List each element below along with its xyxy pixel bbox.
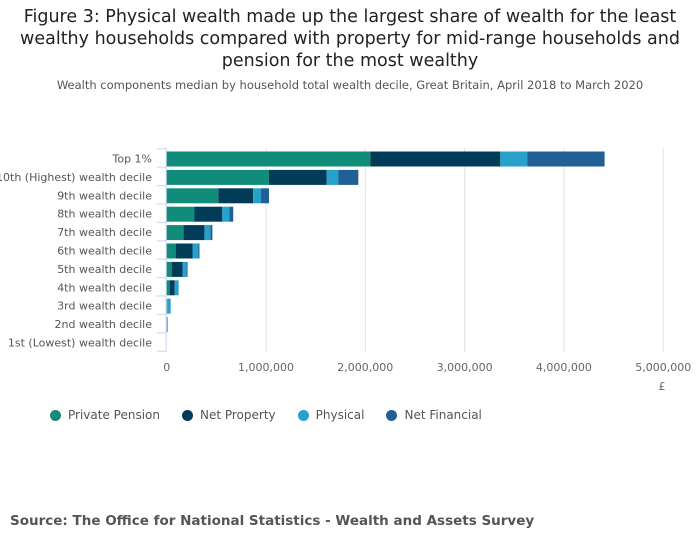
legend-label: Net Property — [199, 408, 276, 422]
x-tick-label: 2,000,000 — [337, 361, 393, 374]
legend-label: Private Pension — [68, 408, 160, 422]
legend-marker-icon — [181, 409, 193, 421]
x-tick-label: 1,000,000 — [238, 361, 294, 374]
y-category-label: 6th wealth decile — [57, 245, 152, 258]
bar-segment-net-property[interactable] — [169, 280, 175, 296]
y-category-label: 10th (Highest) wealth decile — [0, 171, 152, 184]
bar-segment-physical[interactable] — [174, 280, 179, 296]
y-category-label: 7th wealth decile — [57, 226, 152, 239]
y-category-label: Top 1% — [111, 153, 152, 166]
bar-segment-net-financial[interactable] — [210, 225, 213, 241]
bar-segment-physical[interactable] — [500, 151, 528, 167]
bar-segment-net-property[interactable] — [370, 151, 501, 167]
bar-segment-private-pension[interactable] — [166, 151, 371, 167]
legend-marker-icon — [386, 409, 398, 421]
bar-segment-private-pension[interactable] — [166, 188, 219, 204]
bar-segment-physical[interactable] — [166, 317, 168, 333]
y-category-label: 4th wealth decile — [57, 281, 152, 294]
x-tick-label: 4,000,000 — [536, 361, 592, 374]
bar-segment-private-pension[interactable] — [166, 280, 170, 296]
bar-segment-net-financial[interactable] — [229, 206, 234, 222]
legend-item[interactable]: Private Pension — [50, 408, 160, 422]
y-category-label: 1st (Lowest) wealth decile — [8, 337, 152, 350]
legend-label: Net Financial — [404, 408, 482, 422]
bar-segment-net-property[interactable] — [194, 206, 223, 222]
y-category-label: 3rd wealth decile — [57, 300, 152, 313]
legend-marker-icon — [50, 409, 61, 421]
bar-segment-net-property[interactable] — [183, 225, 205, 241]
bar-segment-physical[interactable] — [326, 169, 339, 185]
bar-segment-net-property[interactable] — [268, 169, 327, 185]
bar-segment-physical[interactable] — [204, 225, 211, 241]
x-tick-label: 0 — [163, 361, 170, 374]
chart-title: Figure 3: Physical wealth made up the la… — [20, 7, 680, 71]
y-category-label: 2nd wealth decile — [55, 318, 153, 331]
bar-chart: 0 1,000,000 2,000,000 3,000,000 4,000,000 5,0… — [0, 148, 691, 393]
y-category-label: 5th wealth decile — [57, 263, 152, 276]
bar-segment-private-pension[interactable] — [166, 243, 176, 259]
bar-segment-private-pension[interactable] — [166, 206, 195, 222]
bar-segment-net-financial[interactable] — [338, 169, 359, 185]
chart-subtitle: Wealth components median by household to… — [56, 78, 644, 92]
x-axis-label: £ — [659, 380, 666, 393]
bar-segment-private-pension[interactable] — [166, 169, 269, 185]
bar-segment-physical[interactable] — [253, 188, 262, 204]
legend-item[interactable]: Net Financial — [386, 408, 482, 422]
bar-segment-net-financial[interactable] — [261, 188, 269, 204]
legend-item[interactable]: Physical — [297, 408, 365, 422]
bar-segment-net-financial[interactable] — [186, 261, 188, 277]
bar-segment-net-financial[interactable] — [198, 243, 200, 259]
bar-segment-private-pension[interactable] — [166, 225, 184, 241]
y-category-label: 8th wealth decile — [57, 208, 152, 221]
bar-segment-physical[interactable] — [167, 298, 171, 314]
bar-segment-net-financial[interactable] — [527, 151, 605, 167]
legend-marker-icon — [297, 409, 309, 421]
bar-segment-physical[interactable] — [192, 243, 199, 259]
bar-segment-private-pension[interactable] — [166, 261, 172, 277]
bar-segment-net-property[interactable] — [175, 243, 193, 259]
legend-label: Physical — [315, 408, 365, 422]
y-category-label: 9th wealth decile — [57, 189, 152, 202]
x-tick-label: 5,000,000 — [635, 361, 691, 374]
legend: Private Pension Net Property Physical Net F… — [50, 408, 482, 422]
bar-segment-physical[interactable] — [182, 261, 187, 277]
legend-item[interactable]: Net Property — [181, 408, 276, 422]
x-tick-label: 3,000,000 — [437, 361, 493, 374]
bar-segment-physical[interactable] — [222, 206, 230, 222]
bar-segment-net-property[interactable] — [171, 261, 183, 277]
bar-segment-net-property[interactable] — [218, 188, 254, 204]
source-note: Source: The Office for National Statisti… — [10, 513, 535, 529]
